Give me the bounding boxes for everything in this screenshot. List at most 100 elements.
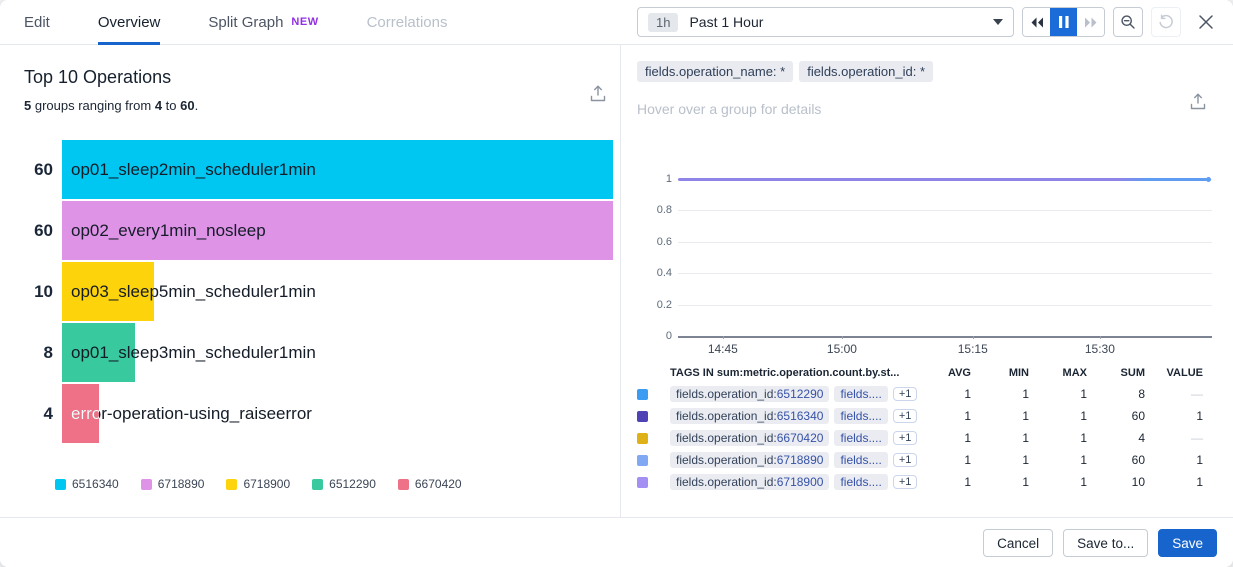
legend-item[interactable]: 6512290 bbox=[312, 477, 376, 491]
legend: 6516340 6718890 6718900 6512290 6670420 bbox=[55, 477, 462, 491]
hover-hint: Hover over a group for details bbox=[637, 101, 822, 117]
min-value: 1 bbox=[1022, 387, 1029, 401]
footer: Cancel Save to... Save bbox=[0, 517, 1233, 567]
col-header-avg[interactable]: AVG bbox=[947, 367, 971, 379]
legend-item[interactable]: 6516340 bbox=[55, 477, 119, 491]
restore-icon bbox=[1159, 14, 1173, 29]
more-tags-badge[interactable]: +1 bbox=[892, 431, 918, 445]
more-tags-badge[interactable]: +1 bbox=[892, 453, 918, 467]
x-tick: 15:15 bbox=[957, 342, 988, 356]
bar-value: 60 bbox=[34, 220, 53, 240]
avg-value: 1 bbox=[964, 409, 971, 423]
table-row[interactable]: fields.operation_id:6718900 fields.... +… bbox=[637, 471, 1203, 493]
series-endpoint-dot bbox=[1205, 177, 1211, 182]
filter-pill-operation-name[interactable]: fields.operation_name: * bbox=[637, 61, 794, 82]
forward-button[interactable] bbox=[1077, 8, 1104, 36]
close-icon bbox=[1199, 15, 1213, 29]
legend-item[interactable]: 6670420 bbox=[397, 477, 462, 491]
col-header-value[interactable]: VALUE bbox=[1166, 367, 1203, 379]
bar-row[interactable]: 10 op03_sleep5min_scheduler1min op03_sle… bbox=[0, 262, 620, 321]
y-tick: 0.2 bbox=[656, 298, 672, 311]
table-row[interactable]: fields.operation_id:6718890 fields.... +… bbox=[637, 449, 1203, 471]
tag-pill-truncated[interactable]: fields.... bbox=[834, 408, 888, 424]
filter-pill-operation-id[interactable]: fields.operation_id: * bbox=[799, 61, 934, 82]
cancel-button[interactable]: Cancel bbox=[983, 529, 1054, 557]
bar-value: 10 bbox=[34, 281, 53, 301]
sum-value: 60 bbox=[1131, 453, 1145, 467]
export-button[interactable] bbox=[590, 85, 606, 107]
sum-value: 4 bbox=[1138, 431, 1145, 445]
pause-button[interactable] bbox=[1050, 8, 1077, 36]
min-value: 1 bbox=[1022, 475, 1029, 489]
series-table: TAGS IN sum:metric.operation.count.by.st… bbox=[637, 363, 1203, 493]
avg-value: 1 bbox=[964, 453, 971, 467]
save-button[interactable]: Save bbox=[1158, 529, 1217, 557]
tag-pill[interactable]: fields.operation_id:6718890 bbox=[670, 452, 830, 468]
tag-pill-truncated[interactable]: fields.... bbox=[834, 430, 888, 446]
bar-row[interactable]: 4 error-operation-using_raiseerror error… bbox=[0, 384, 620, 443]
timeseries-panel: fields.operation_name: * fields.operatio… bbox=[620, 45, 1233, 517]
more-tags-badge[interactable]: +1 bbox=[892, 475, 918, 489]
value-value: — bbox=[1191, 431, 1203, 445]
col-header-min[interactable]: MIN bbox=[1008, 367, 1029, 379]
col-header-sum[interactable]: SUM bbox=[1120, 367, 1145, 379]
line-chart[interactable]: 1 0.8 0.6 0.4 0.2 0 14:45 15:00 15:15 bbox=[657, 173, 1212, 356]
groups-summary: 5 groups ranging from 4 to 60. bbox=[24, 98, 199, 113]
legend-swatch bbox=[397, 478, 409, 490]
save-to-button[interactable]: Save to... bbox=[1063, 529, 1149, 557]
table-row[interactable]: fields.operation_id:6512290 fields.... +… bbox=[637, 383, 1203, 405]
bar-label: op01_sleep2min_scheduler1min bbox=[71, 159, 316, 179]
bar-fill bbox=[62, 201, 613, 260]
legend-item[interactable]: 6718890 bbox=[140, 477, 204, 491]
zoom-out-button[interactable] bbox=[1113, 7, 1143, 37]
legend-swatch bbox=[226, 478, 238, 490]
bar-row[interactable]: 8 op01_sleep3min_scheduler1min op01_slee… bbox=[0, 323, 620, 382]
tag-pill[interactable]: fields.operation_id:6718900 bbox=[670, 474, 830, 490]
y-tick: 0.8 bbox=[656, 204, 672, 217]
fast-forward-icon bbox=[1084, 17, 1096, 27]
value-value: 1 bbox=[1196, 475, 1203, 489]
max-value: 1 bbox=[1080, 453, 1087, 467]
tag-pill[interactable]: fields.operation_id:6516340 bbox=[670, 408, 830, 424]
tag-pill-truncated[interactable]: fields.... bbox=[834, 386, 888, 402]
reset-time-button[interactable] bbox=[1151, 7, 1181, 37]
close-button[interactable] bbox=[1193, 9, 1219, 35]
more-tags-badge[interactable]: +1 bbox=[892, 409, 918, 423]
time-range-picker[interactable]: 1h Past 1 Hour bbox=[637, 7, 1014, 37]
min-value: 1 bbox=[1022, 453, 1029, 467]
tag-pill-truncated[interactable]: fields.... bbox=[834, 474, 888, 490]
tab-overview[interactable]: Overview bbox=[97, 0, 161, 45]
tag-pill-truncated[interactable]: fields.... bbox=[834, 452, 888, 468]
max-value: 1 bbox=[1080, 387, 1087, 401]
tab-correlations[interactable]: Correlations bbox=[366, 13, 448, 31]
min-value: 1 bbox=[1022, 431, 1029, 445]
sum-value: 60 bbox=[1131, 409, 1145, 423]
tab-bar: Edit Overview Split Graph NEW Correlation… bbox=[24, 0, 448, 45]
panel-title: Top 10 Operations bbox=[24, 67, 172, 87]
legend-item[interactable]: 6718900 bbox=[226, 477, 290, 491]
tag-pill[interactable]: fields.operation_id:6512290 bbox=[670, 386, 830, 402]
series-line bbox=[678, 178, 1207, 181]
tab-split-graph[interactable]: Split Graph NEW bbox=[208, 13, 319, 31]
bar-label: op03_sleep5min_scheduler1min bbox=[71, 281, 316, 301]
table-row[interactable]: fields.operation_id:6516340 fields.... +… bbox=[637, 405, 1203, 427]
col-header-max[interactable]: MAX bbox=[1062, 367, 1087, 379]
bar-fill bbox=[62, 262, 154, 321]
tag-pill[interactable]: fields.operation_id:6670420 bbox=[670, 430, 830, 446]
rewind-icon bbox=[1031, 17, 1043, 27]
y-tick: 1 bbox=[665, 173, 672, 185]
value-value: 1 bbox=[1196, 409, 1203, 423]
export-button[interactable] bbox=[1190, 93, 1206, 115]
bar-row[interactable]: 60 op02_every1min_nosleep op02_every1min… bbox=[0, 201, 620, 260]
more-tags-badge[interactable]: +1 bbox=[892, 387, 918, 401]
rewind-button[interactable] bbox=[1023, 8, 1050, 36]
footer-buttons: Cancel Save to... Save bbox=[983, 529, 1217, 557]
tab-edit[interactable]: Edit bbox=[24, 13, 50, 31]
legend-swatch bbox=[140, 478, 152, 490]
table-row[interactable]: fields.operation_id:6670420 fields.... +… bbox=[637, 427, 1203, 449]
bar-fill bbox=[62, 323, 136, 382]
sum-value: 8 bbox=[1138, 387, 1145, 401]
bar-value: 4 bbox=[43, 403, 53, 423]
bar-label: error-operation-using_raiseerror bbox=[71, 403, 312, 423]
bar-row[interactable]: 60 op01_sleep2min_scheduler1min op01_sle… bbox=[0, 140, 620, 199]
